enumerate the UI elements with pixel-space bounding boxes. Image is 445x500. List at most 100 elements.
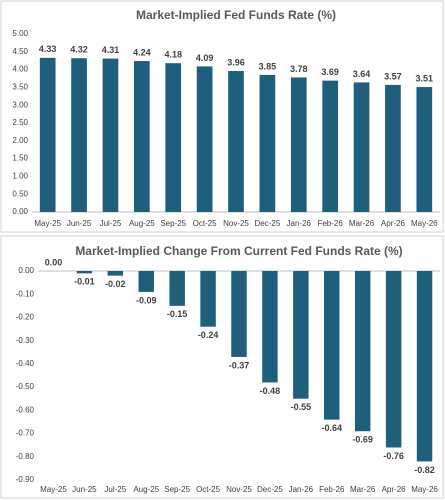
x-tick-label: Jan-26 <box>289 485 314 494</box>
x-tick-label: Jan-26 <box>287 219 312 228</box>
y-tick-label: 2.00 <box>12 136 28 145</box>
bar <box>76 271 93 274</box>
data-label: -0.69 <box>352 435 373 445</box>
bar <box>416 87 433 212</box>
x-tick-label: Feb-26 <box>317 219 343 228</box>
bar <box>165 63 182 212</box>
data-label: -0.76 <box>383 451 404 461</box>
x-tick-label: Dec-25 <box>257 485 283 494</box>
y-tick-label: 0.00 <box>12 207 28 216</box>
bar <box>324 271 340 420</box>
x-tick-label: Mar-26 <box>350 485 376 494</box>
x-tick-label: Sep-25 <box>160 219 186 228</box>
y-tick-label: -0.60 <box>16 405 35 414</box>
data-label: -0.09 <box>136 295 157 305</box>
y-tick-label: 4.50 <box>12 47 28 56</box>
bar <box>169 271 185 306</box>
x-tick-label: May-25 <box>40 485 67 494</box>
data-label: 3.69 <box>321 67 339 77</box>
bar <box>196 66 213 213</box>
x-tick-label: Aug-25 <box>133 485 159 494</box>
bar <box>385 84 401 212</box>
data-label: 3.57 <box>384 71 402 81</box>
data-label: 3.85 <box>259 61 277 71</box>
y-tick-label: -0.10 <box>16 289 35 298</box>
data-label: 4.18 <box>164 50 182 60</box>
bar <box>416 271 433 462</box>
data-label: -0.55 <box>291 402 312 412</box>
x-tick-label: May-25 <box>34 219 61 228</box>
x-tick-label: Apr-26 <box>381 219 406 228</box>
x-tick-label: Nov-25 <box>223 219 249 228</box>
data-label: 3.51 <box>416 73 434 83</box>
x-tick-label: Jul-25 <box>100 219 122 228</box>
data-label: 0.00 <box>45 257 63 267</box>
data-label: -0.01 <box>74 277 95 287</box>
x-tick-label: Apr-26 <box>382 485 407 494</box>
x-tick-label: May-26 <box>411 219 438 228</box>
data-label: -0.64 <box>322 423 343 433</box>
bar <box>259 74 276 212</box>
bar <box>354 271 371 432</box>
data-label: 4.32 <box>70 45 88 55</box>
bar <box>228 71 244 212</box>
bar <box>231 271 247 357</box>
data-label: 4.33 <box>39 44 57 54</box>
y-tick-label: -0.90 <box>16 475 35 484</box>
bar <box>200 271 216 327</box>
y-tick-label: -0.70 <box>16 429 35 438</box>
y-tick-label: 1.00 <box>12 172 28 181</box>
y-tick-label: -0.40 <box>16 359 35 368</box>
y-tick-label: 5.00 <box>12 29 28 38</box>
x-tick-label: Oct-25 <box>196 485 221 494</box>
panel <box>0 0 444 233</box>
data-label: -0.24 <box>198 330 219 340</box>
x-tick-label: Jun-25 <box>67 219 92 228</box>
y-tick-label: 2.50 <box>12 118 28 127</box>
bar <box>138 271 154 292</box>
x-tick-label: May-26 <box>411 485 438 494</box>
x-tick-label: Nov-25 <box>226 485 252 494</box>
bar <box>353 82 370 212</box>
x-tick-label: Aug-25 <box>129 219 155 228</box>
y-tick-label: -0.30 <box>16 336 35 345</box>
data-label: -0.48 <box>260 386 281 396</box>
bar <box>262 271 278 383</box>
x-tick-label: Mar-26 <box>349 219 375 228</box>
data-label: 3.78 <box>290 64 308 74</box>
bar <box>107 271 124 276</box>
data-label: -0.82 <box>414 465 435 475</box>
chart-title: Market-Implied Fed Funds Rate (%) <box>136 8 336 22</box>
data-label: 3.96 <box>227 57 245 67</box>
bar <box>322 80 338 212</box>
bar <box>134 61 150 212</box>
panel <box>0 235 444 499</box>
x-tick-label: Dec-25 <box>254 219 280 228</box>
x-tick-label: Sep-25 <box>164 485 190 494</box>
data-label: -0.15 <box>167 309 188 319</box>
data-label: -0.02 <box>105 279 126 289</box>
data-label: 4.24 <box>133 47 151 57</box>
data-label: 4.31 <box>102 45 120 55</box>
y-tick-label: -0.80 <box>16 452 35 461</box>
bar <box>71 58 87 212</box>
data-label: 3.64 <box>353 69 371 79</box>
bar <box>290 77 307 212</box>
y-tick-label: -0.20 <box>16 313 35 322</box>
data-label: -0.37 <box>229 360 250 370</box>
x-tick-label: Oct-25 <box>193 219 218 228</box>
y-tick-label: 0.00 <box>18 266 34 275</box>
x-tick-label: Jul-25 <box>104 485 126 494</box>
y-tick-label: 3.00 <box>12 100 28 109</box>
data-label: 4.09 <box>196 53 214 63</box>
x-tick-label: Feb-26 <box>319 485 345 494</box>
bar <box>293 271 309 399</box>
bar <box>39 57 56 212</box>
chart-title: Market-Implied Change From Current Fed F… <box>75 244 402 258</box>
y-tick-label: 4.00 <box>12 65 28 74</box>
y-tick-label: 3.50 <box>12 83 28 92</box>
bar <box>385 271 402 448</box>
y-tick-label: -0.50 <box>16 382 35 391</box>
